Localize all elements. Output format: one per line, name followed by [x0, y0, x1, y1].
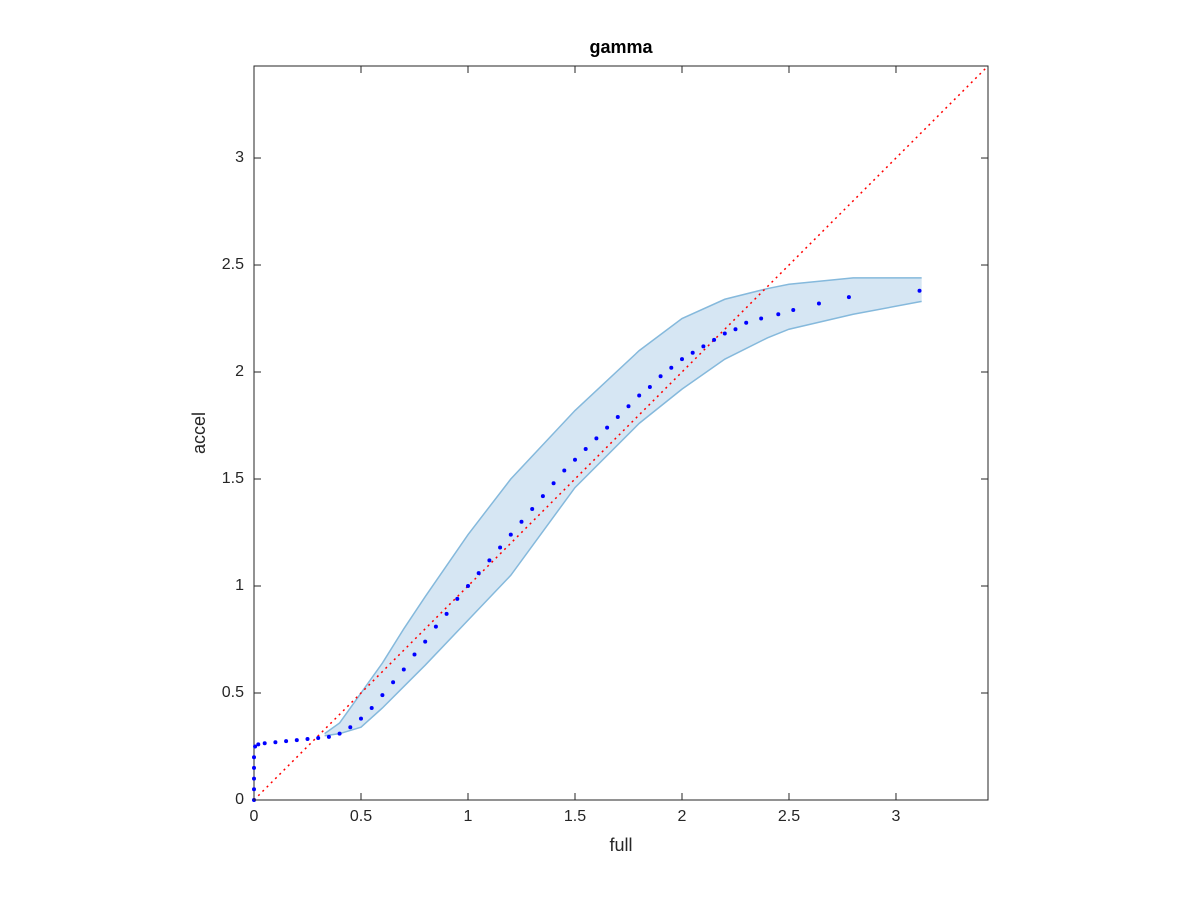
point	[679, 357, 684, 362]
x-tick-label: 0	[250, 808, 259, 825]
point	[401, 667, 406, 672]
point	[326, 734, 331, 739]
reference-line	[253, 65, 989, 801]
point	[658, 374, 663, 379]
point	[508, 532, 513, 537]
point	[846, 295, 851, 300]
point	[519, 519, 524, 524]
point	[284, 739, 289, 744]
point	[294, 738, 299, 743]
point	[455, 596, 460, 601]
point	[476, 571, 481, 576]
point	[262, 741, 267, 746]
point	[316, 735, 321, 740]
point	[487, 558, 492, 563]
point	[252, 765, 256, 770]
point	[776, 312, 781, 317]
point	[380, 693, 385, 698]
point	[594, 436, 599, 441]
band-lower	[324, 300, 922, 737]
point	[498, 545, 503, 550]
point	[816, 301, 821, 306]
point	[391, 680, 396, 685]
point	[369, 705, 374, 710]
x-tick-label: 1.5	[564, 808, 586, 825]
point	[412, 652, 417, 657]
band-upper	[324, 277, 922, 735]
point	[252, 755, 256, 760]
point	[358, 716, 363, 721]
y-tick-label: 0	[235, 791, 244, 808]
point	[256, 742, 261, 747]
y-tick-label: 1	[235, 577, 244, 594]
point	[733, 327, 738, 332]
point	[759, 316, 764, 321]
point	[690, 350, 695, 355]
point	[669, 365, 674, 370]
point	[791, 307, 796, 312]
x-tick-label: 0.5	[350, 808, 372, 825]
y-tick-label: 1.5	[222, 470, 244, 487]
point	[273, 740, 278, 745]
point	[551, 481, 556, 486]
point	[626, 404, 631, 409]
y-tick-label: 2.5	[222, 256, 244, 273]
point	[305, 737, 310, 742]
point	[444, 611, 449, 616]
point	[615, 414, 620, 419]
y-tick-label: 0.5	[222, 684, 244, 701]
plot-frame	[253, 65, 989, 801]
y-tick-label: 3	[235, 149, 244, 166]
point	[637, 393, 642, 398]
point	[562, 468, 567, 473]
point	[433, 624, 438, 629]
x-tick-label: 2	[678, 808, 687, 825]
point	[465, 584, 470, 589]
point	[712, 337, 717, 342]
y-tick-label: 2	[235, 363, 244, 380]
point	[337, 731, 342, 736]
point	[423, 639, 428, 644]
x-tick-label: 3	[892, 808, 901, 825]
point	[530, 506, 535, 511]
chart-title: gamma	[589, 37, 653, 57]
x-axis-label: full	[609, 835, 632, 855]
point	[252, 776, 256, 781]
point	[253, 744, 258, 749]
point	[540, 494, 545, 499]
x-tick-label: 2.5	[778, 808, 800, 825]
point	[744, 320, 749, 325]
point	[605, 425, 610, 430]
point	[647, 384, 652, 389]
point	[722, 331, 727, 336]
band-fill	[324, 277, 922, 736]
y-axis-label: accel	[189, 412, 209, 454]
point	[583, 447, 588, 452]
point	[917, 288, 922, 293]
point	[572, 457, 577, 462]
point	[701, 344, 706, 349]
point	[348, 725, 353, 730]
point	[252, 787, 256, 792]
x-tick-label: 1	[464, 808, 473, 825]
